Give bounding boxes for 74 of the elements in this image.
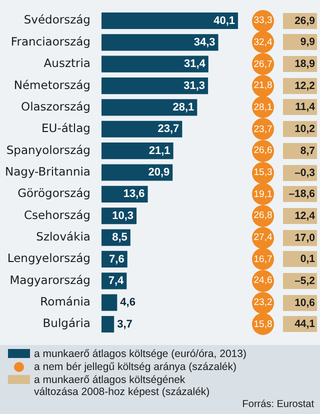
data-label: –5,2	[283, 272, 317, 289]
data-label: 28,1	[252, 96, 274, 118]
y-tick-label: Bulgária	[42, 316, 90, 330]
bar	[101, 164, 173, 181]
text: Forrás: Eurostat	[242, 399, 314, 410]
data-label: –0,3	[283, 164, 317, 180]
data-label: 44,1	[283, 316, 317, 332]
y-tick-label: Szlovákia	[36, 230, 90, 244]
legend-label: a nem bér jellegű költség aránya (százalék)	[34, 361, 237, 373]
data-label: 10,6	[283, 294, 317, 311]
data-label: –18,6	[283, 186, 317, 202]
bar	[101, 34, 218, 51]
data-label: 15,8	[252, 313, 274, 336]
y-tick-label: Svédország	[24, 12, 90, 27]
y-tick-label: Magyarország	[10, 272, 90, 287]
bar	[101, 316, 114, 333]
bar	[101, 12, 238, 30]
bar	[101, 77, 208, 94]
data-label: 7,6	[109, 253, 124, 266]
y-tick-label: Nagy-Britannia	[4, 164, 90, 178]
bar	[101, 120, 182, 138]
data-label: 23,7	[252, 118, 274, 140]
data-label: 15,3	[252, 162, 274, 184]
data-label: 21,1	[148, 144, 170, 157]
y-tick-label: Németország	[14, 78, 90, 92]
data-label: 23,2	[252, 292, 274, 314]
data-label: 12,4	[283, 208, 317, 224]
data-label: 24,6	[252, 270, 274, 292]
data-label: 23,7	[158, 123, 180, 136]
data-label: 0,1	[283, 251, 317, 268]
y-tick-label: Románia	[40, 294, 90, 309]
data-label: 8,5	[112, 232, 128, 244]
legend-label: a munkaerő átlagos költsége (euró/óra, 2013)	[34, 348, 246, 360]
data-label: 10,3	[112, 210, 134, 222]
y-tick-label: Ausztria	[44, 56, 90, 70]
bar	[101, 142, 174, 160]
data-label: 16,7	[252, 248, 274, 270]
bar	[101, 294, 118, 311]
legend-label: a munkaerő átlagos költségének változása 2008-hoz képest (százalék)	[34, 374, 211, 398]
data-label: 13,6	[123, 188, 145, 200]
data-label: 31,3	[184, 80, 206, 92]
y-tick-label: Spanyolország	[6, 142, 90, 157]
data-label: 31,4	[184, 58, 206, 70]
data-label: 26,9	[283, 12, 317, 29]
y-tick-label: Olaszország	[21, 99, 90, 114]
data-label: 11,4	[283, 99, 317, 116]
bar	[101, 99, 198, 116]
data-label: 33,3	[252, 10, 274, 32]
data-label: 28,1	[172, 101, 194, 114]
data-label: 26,6	[252, 140, 274, 162]
data-label: 21,8	[252, 74, 274, 97]
data-label: 8,7	[283, 142, 317, 159]
y-tick-label: Lengyelország	[7, 251, 90, 266]
data-label: 12,2	[283, 78, 317, 94]
y-tick-label: EU-átlag	[42, 121, 90, 136]
data-label: 10,2	[283, 121, 317, 138]
data-label: 4,6	[120, 296, 136, 309]
data-label: 26,8	[252, 204, 274, 227]
y-tick-label: Csehország	[24, 208, 90, 222]
data-label: 18,9	[283, 56, 317, 72]
data-label: 40,1	[214, 14, 235, 27]
data-label: 9,9	[283, 34, 317, 50]
data-label: 17,0	[283, 230, 317, 246]
data-label: 3,7	[117, 318, 132, 330]
data-label: 26,7	[252, 53, 274, 76]
data-label: 7,4	[108, 274, 125, 287]
bar	[101, 56, 208, 72]
data-label: 32,4	[252, 31, 274, 54]
data-label: 19,1	[252, 183, 274, 206]
data-label: 34,3	[194, 36, 216, 48]
data-label: 27,4	[252, 226, 274, 249]
data-label: 20,9	[148, 166, 170, 179]
y-tick-label: Görögország	[18, 186, 90, 200]
y-tick-label: Franciaország	[10, 34, 90, 48]
